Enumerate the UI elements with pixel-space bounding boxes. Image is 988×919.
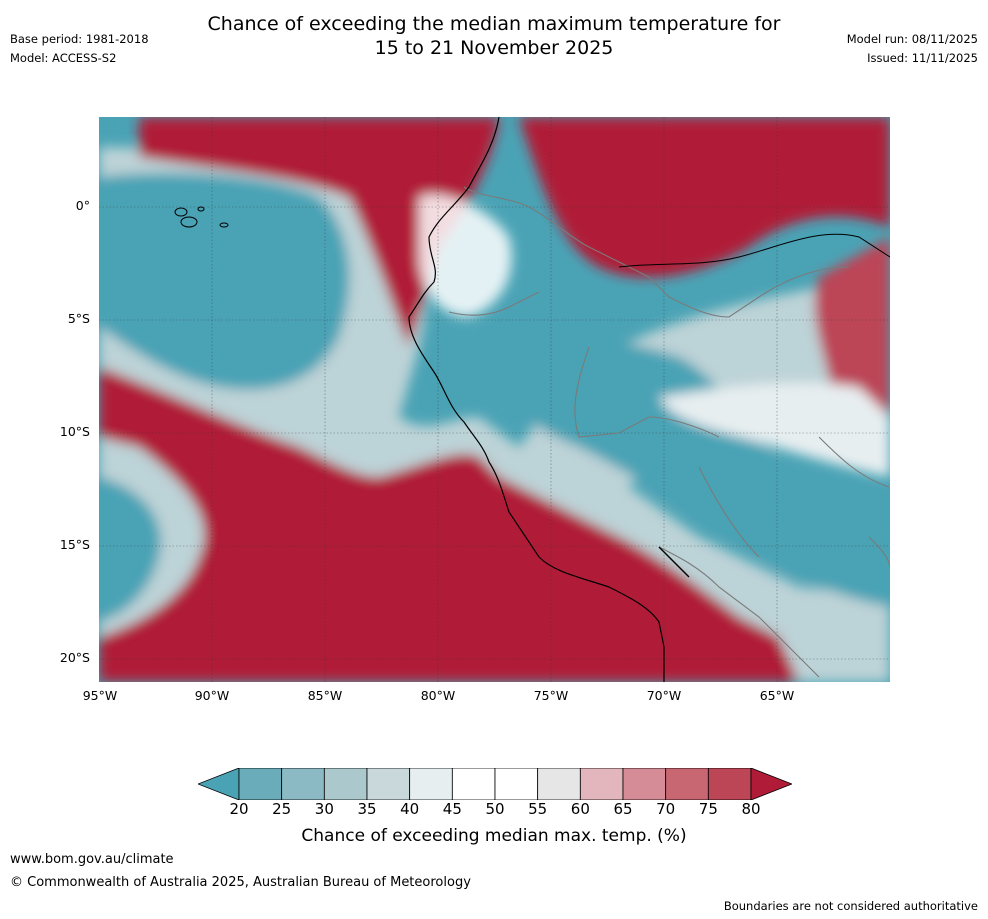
red-south-belt	[99, 367, 799, 682]
lon-label-70w: 70°W	[646, 688, 682, 703]
colorbar-tick-label: 50	[485, 800, 505, 818]
disclaimer-text: Boundaries are not considered authoritat…	[723, 899, 978, 913]
lon-label-90w: 90°W	[194, 688, 230, 703]
country-borders	[448, 186, 890, 678]
teal-central-pacific	[99, 173, 350, 390]
teal-interior	[479, 333, 890, 607]
coastline	[408, 117, 665, 682]
probability-fields	[99, 117, 890, 682]
title-line-2: 15 to 21 November 2025	[374, 37, 614, 59]
white-east-band	[659, 382, 890, 477]
colorbar-tick-label: 60	[570, 800, 590, 818]
colorbar-label: Chance of exceeding median max. temp. (%…	[301, 826, 687, 846]
teal-southwest	[99, 477, 161, 622]
lon-label-80w: 80°W	[420, 688, 456, 703]
colorbar-low-extend	[196, 767, 240, 801]
colorbar-tick-label: 75	[698, 800, 718, 818]
colorbar-high-extend	[750, 767, 794, 801]
colorbar-tick-label: 70	[656, 800, 676, 818]
base-period-text: Base period: 1981-2018	[10, 32, 149, 46]
colorbar-swatch	[281, 767, 325, 801]
red-north-pacific	[139, 117, 499, 347]
white-ecuador	[419, 194, 512, 317]
colorbar-swatch	[366, 767, 411, 801]
colorbar-tick-label: 30	[314, 800, 334, 818]
model-text: Model: ACCESS-S2	[10, 51, 117, 65]
colorbar-tick-label: 40	[400, 800, 420, 818]
map-canvas	[99, 117, 890, 682]
colorbar-swatch	[579, 767, 624, 801]
meta-right: Model run: 08/11/2025 Issued: 11/11/2025	[847, 30, 978, 68]
probability-map	[99, 117, 890, 682]
lat-label-10s: 10°S	[59, 424, 90, 439]
colorbar-swatch	[451, 767, 496, 801]
colorbar-swatch	[537, 767, 581, 801]
issued-text: Issued: 11/11/2025	[867, 51, 978, 65]
colorbar-swatch	[494, 767, 539, 801]
meta-left: Base period: 1981-2018 Model: ACCESS-S2	[10, 30, 149, 68]
colorbar-swatch	[665, 767, 709, 801]
galapagos-islands	[174, 206, 229, 228]
red-north-amazon	[519, 117, 890, 278]
lon-label-95w: 95°W	[82, 688, 118, 703]
colorbar-swatches	[196, 767, 794, 801]
title-line-1: Chance of exceeding the median maximum t…	[207, 13, 781, 35]
lat-label-0: 0°	[75, 198, 90, 213]
lon-label-75w: 75°W	[533, 688, 569, 703]
model-run-text: Model run: 08/11/2025	[846, 32, 978, 46]
lat-label-15s: 15°S	[59, 537, 90, 552]
colorbar	[196, 767, 794, 801]
colorbar-tick-label: 65	[613, 800, 633, 818]
colorbar-swatch	[707, 767, 752, 801]
website-link[interactable]: www.bom.gov.au/climate	[10, 852, 174, 867]
colorbar-swatch	[409, 767, 453, 801]
colorbar-tick-label: 45	[442, 800, 462, 818]
lake-titicaca	[658, 546, 690, 578]
colorbar-tick-label: 25	[272, 800, 292, 818]
colorbar-swatch	[323, 767, 368, 801]
colorbar-tick-label: 35	[357, 800, 377, 818]
lon-label-85w: 85°W	[307, 688, 343, 703]
copyright-text: © Commonwealth of Australia 2025, Austra…	[10, 875, 471, 890]
colorbar-tick-label: 20	[229, 800, 249, 818]
lat-label-5s: 5°S	[67, 311, 90, 326]
lon-label-65w: 65°W	[759, 688, 795, 703]
colorbar-tick-label: 80	[741, 800, 761, 818]
map-title: Chance of exceeding the median maximum t…	[0, 12, 988, 60]
colorbar-swatch	[622, 767, 667, 801]
colorbar-swatch	[238, 767, 283, 801]
amazon-river	[618, 233, 890, 268]
graticule	[99, 117, 890, 682]
colorbar-tick-label: 55	[528, 800, 548, 818]
lat-label-20s: 20°S	[59, 650, 90, 665]
